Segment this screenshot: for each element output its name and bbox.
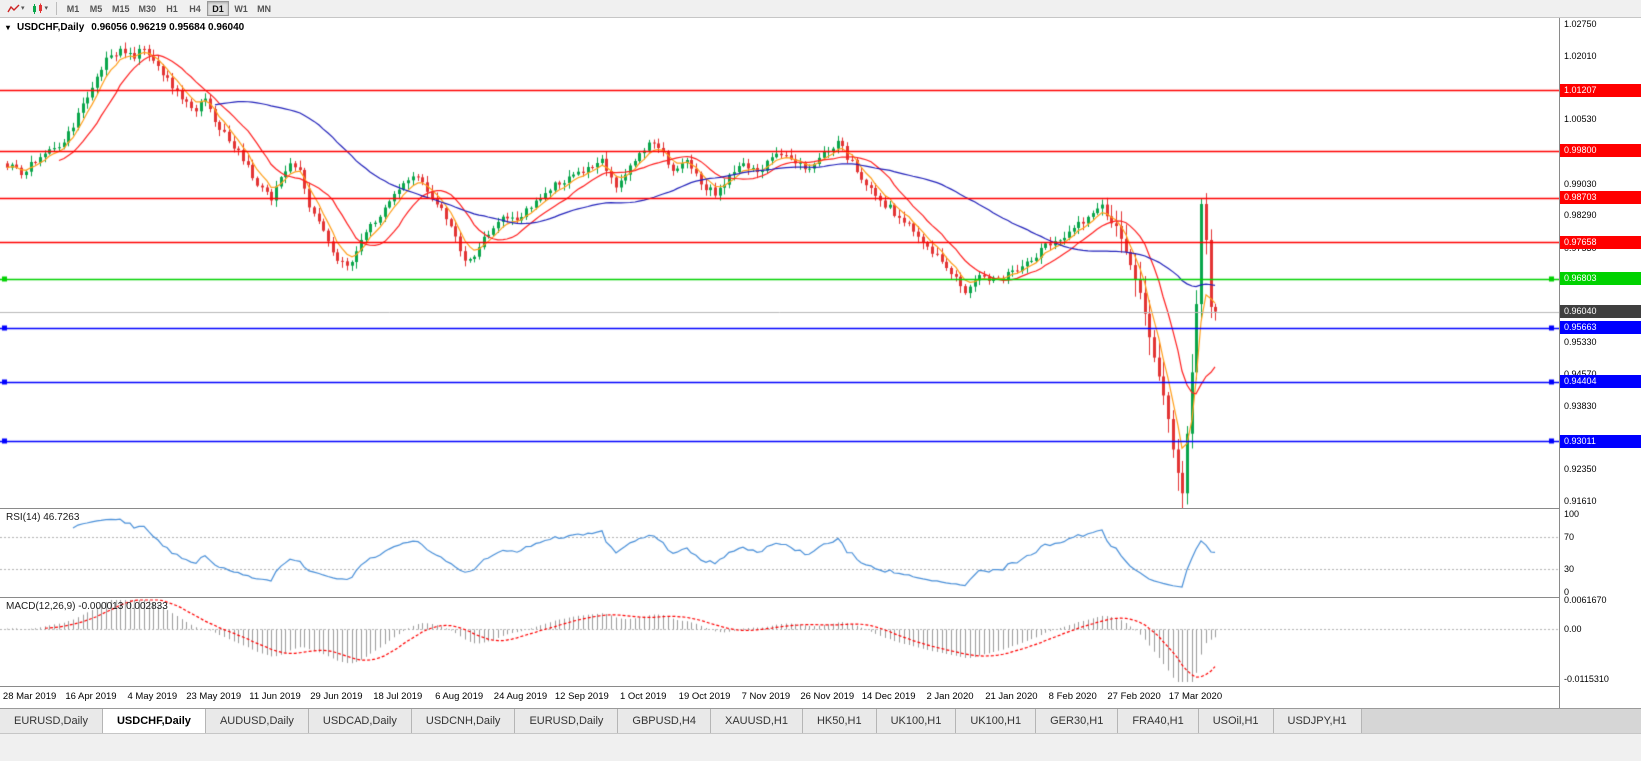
macd-canvas[interactable] (0, 598, 1559, 686)
rsi-label: RSI(14) 46.7263 (6, 512, 80, 523)
price-tick-label: 1.00530 (1564, 114, 1597, 125)
price-tick-label: 1.02010 (1564, 51, 1597, 62)
date-axis-label: 11 Jun 2019 (249, 691, 301, 702)
price-level-badge[interactable]: 0.93011 (1560, 434, 1641, 448)
timeframe-h1[interactable]: H1 (166, 4, 178, 14)
price-tick-label: 0.98290 (1564, 210, 1597, 221)
date-axis-label: 27 Feb 2020 (1107, 691, 1161, 702)
chevron-down-icon: ▾ (21, 4, 25, 12)
tab-usdcnh-daily[interactable]: USDCNH,Daily (411, 709, 516, 733)
price-level-badge[interactable]: 0.99800 (1560, 144, 1641, 158)
tab-usoil-h1[interactable]: USOil,H1 (1198, 709, 1274, 733)
tab-fra40-h1[interactable]: FRA40,H1 (1118, 709, 1199, 733)
timeframe-w1[interactable]: W1 (234, 4, 248, 14)
bottom-strip (0, 733, 1641, 761)
price-tick-label: 0.92350 (1564, 464, 1597, 475)
tab-usdcad-daily[interactable]: USDCAD,Daily (308, 709, 412, 733)
tab-hk50-h1[interactable]: HK50,H1 (802, 709, 877, 733)
chart-symbol-label: USDCHF,Daily (17, 22, 85, 33)
price-tick-label: 0.94570 (1564, 369, 1597, 379)
macd-axis-label: -0.0115310 (1564, 674, 1609, 684)
tab-xauusd-h1[interactable]: XAUUSD,H1 (710, 709, 803, 733)
date-axis-label: 14 Dec 2019 (861, 691, 916, 702)
rsi-axis-label: 70 (1564, 532, 1575, 543)
macd-panel: MACD(12,26,9) -0.000013 0.002833 (0, 597, 1559, 686)
date-axis-label: 16 Apr 2019 (65, 691, 117, 702)
date-axis-label: 17 Mar 2020 (1168, 691, 1223, 702)
chart-content: ▾ USDCHF,Daily 0.96056 0.96219 0.95684 0… (0, 18, 1641, 708)
timeframe-mn[interactable]: MN (257, 4, 272, 14)
price-level-badge[interactable]: 0.97658 (1560, 235, 1641, 249)
chart-ohlc-values: 0.96056 0.96219 0.95684 0.96040 (91, 22, 245, 33)
date-axis-label: 23 May 2019 (186, 691, 242, 702)
date-axis-label: 4 May 2019 (127, 691, 178, 702)
price-axis[interactable]: 1.027501.020101.005300.990300.982900.975… (1559, 18, 1641, 708)
macd-axis-label: 0.0061670 (1564, 595, 1607, 605)
tab-usdchf-daily[interactable]: USDCHF,Daily (102, 709, 206, 733)
price-tick-label: 0.91610 (1564, 496, 1597, 507)
date-axis-label: 18 Jul 2019 (373, 691, 423, 702)
tab-eurusd-daily[interactable]: EURUSD,Daily (0, 709, 103, 733)
chart-tabs-bar: EURUSD,Daily USDCHF,Daily AUDUSD,Daily USDC… (0, 708, 1641, 733)
date-axis-label: 8 Feb 2020 (1048, 691, 1097, 702)
toolbar-separator (56, 2, 58, 15)
rsi-axis-label: 30 (1564, 563, 1575, 574)
candlestick-chart-icon (32, 3, 42, 14)
candlestick-chart-button[interactable]: ▾ (28, 1, 52, 17)
timeframe-buttons: M1 M5 M15 M30 H1 H4 D1 W1 MN (62, 1, 275, 16)
chart-toolbar: ▾ ▾ M1 M5 M15 M30 H1 H4 D1 W1 MN (0, 0, 1641, 18)
line-chart-icon (7, 4, 20, 12)
date-axis-label: 7 Nov 2019 (741, 691, 791, 702)
chart-header: ▾ USDCHF,Daily 0.96056 0.96219 0.95684 0… (6, 22, 244, 33)
tab-gbpusd-h4[interactable]: GBPUSD,H4 (618, 709, 711, 733)
date-axis-label: 12 Sep 2019 (554, 691, 609, 702)
macd-axis-label: 0.00 (1564, 623, 1582, 634)
rsi-axis-label: 0 (1564, 587, 1570, 597)
price-level-badge[interactable]: 0.95663 (1560, 321, 1641, 335)
tab-eurusd-daily[interactable]: EURUSD,Daily (515, 709, 619, 733)
price-level-badge[interactable]: 0.98703 (1560, 191, 1641, 205)
date-axis-label: 29 Jun 2019 (310, 691, 363, 702)
date-axis-label: 19 Oct 2019 (678, 691, 731, 702)
timeframe-m1[interactable]: M1 (66, 4, 80, 14)
date-axis[interactable]: 28 Mar 2019 16 Apr 2019 4 May 2019 23 May 2… (0, 686, 1559, 708)
rsi-axis-label: 100 (1564, 509, 1580, 519)
price-tick-label: 0.93830 (1564, 401, 1597, 412)
price-level-badge[interactable]: 0.96803 (1560, 272, 1641, 286)
tab-ger30-h1[interactable]: GER30,H1 (1036, 709, 1119, 733)
tab-audusd-daily[interactable]: AUDUSD,Daily (205, 709, 309, 733)
timeframe-d1[interactable]: D1 (207, 1, 230, 16)
price-tick-label: 1.02750 (1564, 19, 1597, 30)
chart-plots: ▾ USDCHF,Daily 0.96056 0.96219 0.95684 0… (0, 18, 1559, 708)
rsi-canvas[interactable] (0, 509, 1559, 597)
current-price-badge: 0.96040 (1560, 305, 1641, 319)
rsi-panel: RSI(14) 46.7263 (0, 508, 1559, 597)
price-level-badge[interactable]: 0.94404 (1560, 375, 1641, 389)
date-axis-label: 1 Oct 2019 (619, 691, 667, 702)
date-axis-label: 24 Aug 2019 (493, 691, 548, 702)
collapse-icon[interactable]: ▾ (6, 23, 11, 32)
tab-usdjpy-h1[interactable]: USDJPY,H1 (1273, 709, 1362, 733)
timeframe-h4[interactable]: H4 (189, 4, 201, 14)
macd-label: MACD(12,26,9) -0.000013 0.002833 (6, 601, 168, 612)
timeframe-m30[interactable]: M30 (138, 4, 157, 14)
line-chart-button[interactable]: ▾ (4, 1, 28, 17)
main-price-panel: ▾ USDCHF,Daily 0.96056 0.96219 0.95684 0… (0, 18, 1559, 508)
chevron-down-icon: ▾ (44, 4, 49, 12)
date-axis-label: 26 Nov 2019 (800, 691, 855, 702)
price-chart-canvas[interactable] (0, 18, 1559, 508)
tab-uk100-h1[interactable]: UK100,H1 (876, 709, 957, 733)
timeframe-m5[interactable]: M5 (89, 4, 103, 14)
price-level-badge[interactable]: 1.01207 (1560, 83, 1641, 97)
price-tick-label: 0.95330 (1564, 336, 1597, 347)
date-axis-label: 28 Mar 2019 (2, 691, 57, 702)
date-axis-label: 2 Jan 2020 (926, 691, 974, 702)
date-axis-label: 6 Aug 2019 (435, 691, 484, 702)
tab-uk100-h1[interactable]: UK100,H1 (956, 709, 1037, 733)
price-tick-label: 0.99030 (1564, 178, 1597, 189)
date-axis-label: 21 Jan 2020 (985, 691, 1038, 702)
timeframe-m15[interactable]: M15 (112, 4, 130, 14)
